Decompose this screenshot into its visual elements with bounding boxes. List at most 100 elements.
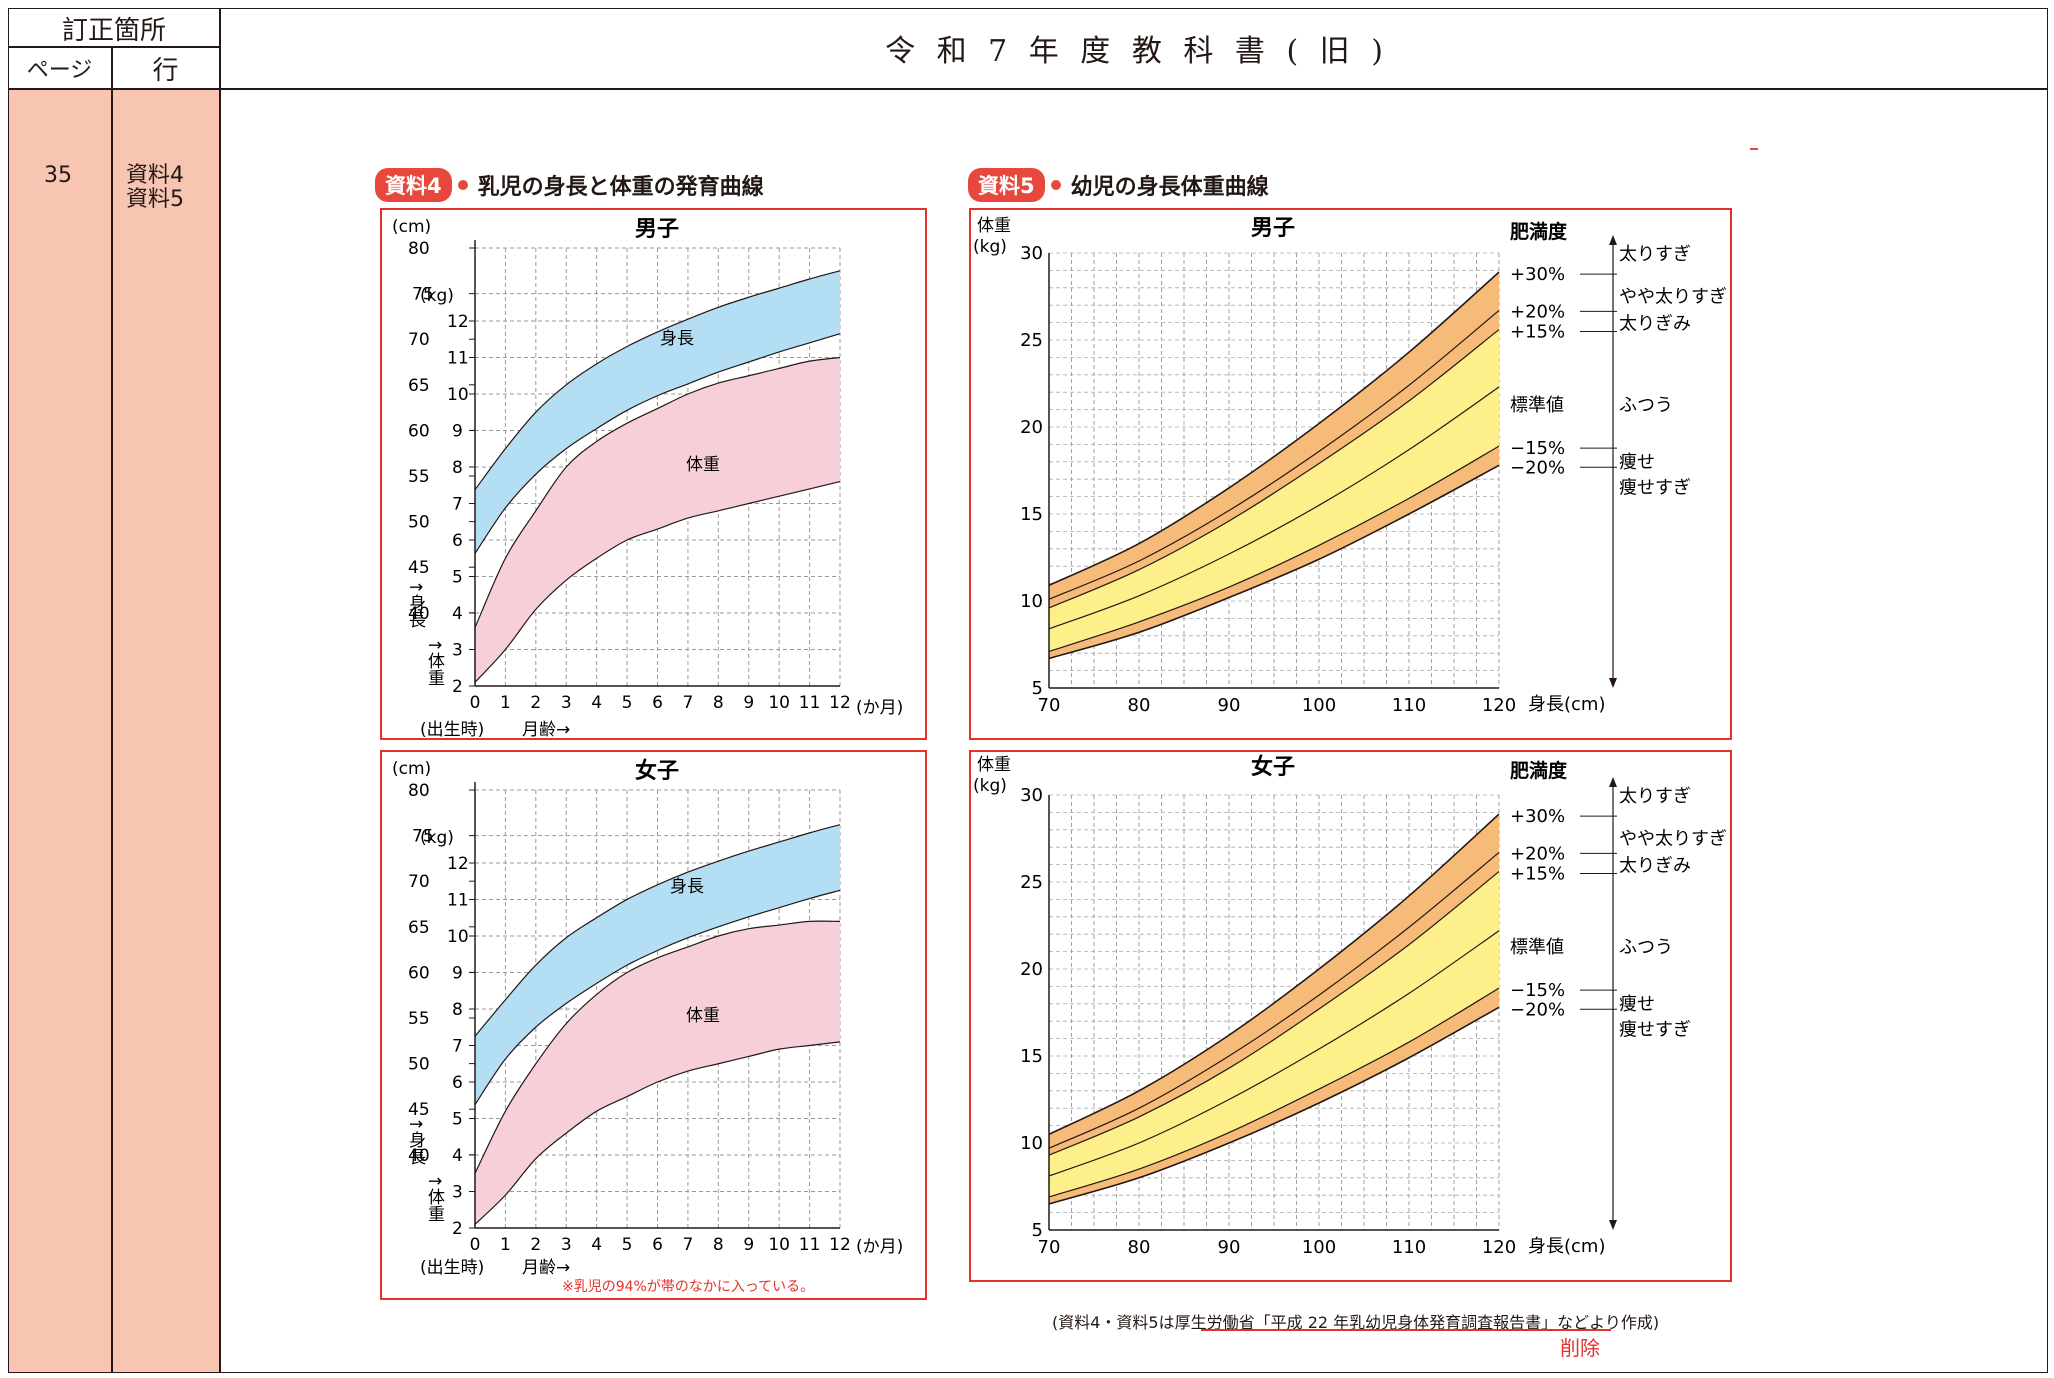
x-unit: (か月) xyxy=(856,698,903,718)
x-axis-label: 身長(cm) xyxy=(1528,694,1605,715)
curve-+20% xyxy=(1048,851,1500,1149)
arrow-down-icon xyxy=(1609,678,1617,688)
x-tick: 4 xyxy=(591,693,602,713)
height-band xyxy=(475,824,840,1105)
x-tick: 12 xyxy=(829,693,851,713)
level-label: +15% xyxy=(1510,864,1565,885)
kg-tick: 12 xyxy=(447,854,469,874)
level-label: −20% xyxy=(1510,457,1565,478)
figure4-boy-box xyxy=(380,208,927,740)
obesity-legend: +30% +20%+15% 標準値 −15%−20% 太りすぎやや太りすぎ太りぎみふつう… xyxy=(1510,777,1727,1230)
y-tick: 5 xyxy=(1032,678,1043,699)
kg-tick: 5 xyxy=(452,568,463,588)
kg-tick: 5 xyxy=(452,1110,463,1130)
bands xyxy=(474,270,841,683)
x-tick: 5 xyxy=(622,1235,633,1255)
kg-tick: 4 xyxy=(452,1146,463,1166)
kg-unit: (kg) xyxy=(420,828,454,848)
kg-tick: 9 xyxy=(452,964,463,984)
kg-tick: 8 xyxy=(452,1000,463,1020)
x-tick: 10 xyxy=(768,693,790,713)
page-frame xyxy=(8,8,2048,1373)
weight-lower-line xyxy=(474,1041,841,1225)
strike-underline xyxy=(1201,1329,1611,1331)
x-tick: 3 xyxy=(561,1235,572,1255)
cm-tick: 65 xyxy=(408,376,430,396)
arrow-down-icon xyxy=(1609,1220,1617,1230)
x-axis-label: 身長(cm) xyxy=(1528,1236,1605,1257)
x-tick: 8 xyxy=(713,693,724,713)
band-normal xyxy=(1049,871,1499,1197)
x-tick: 8 xyxy=(713,1235,724,1255)
weight-lower-line xyxy=(474,481,841,683)
bands xyxy=(1048,813,1500,1205)
level-label: +30% xyxy=(1510,264,1565,285)
y-tick: 25 xyxy=(1020,872,1043,893)
cm-tick: 60 xyxy=(408,963,430,983)
kg-tick: 3 xyxy=(452,1183,463,1203)
x-tick: 9 xyxy=(743,693,754,713)
axes xyxy=(474,782,840,1229)
chart-title: 女子 xyxy=(635,758,679,784)
x-tick: 4 xyxy=(591,1235,602,1255)
level-label: 標準値 xyxy=(1510,937,1564,958)
level-label: −15% xyxy=(1510,980,1565,1001)
bands xyxy=(1048,271,1500,660)
figure5-boy-box xyxy=(969,208,1732,740)
axes xyxy=(1048,795,1499,1231)
curve-標準値 xyxy=(1048,386,1500,630)
kg-tick: 4 xyxy=(452,604,463,624)
kg-unit: (kg) xyxy=(420,286,454,306)
category-label: 太りぎみ xyxy=(1619,856,1691,877)
kg-tick: 10 xyxy=(447,385,469,405)
x-tick: 80 xyxy=(1128,1237,1151,1258)
x-tick: 11 xyxy=(799,1235,821,1255)
x-tick: 110 xyxy=(1392,1237,1426,1258)
cm-tick: 70 xyxy=(408,330,430,350)
cm-tick: 45 xyxy=(408,558,430,578)
weight-axis-label: ↑体重 xyxy=(424,638,445,686)
cm-unit: (cm) xyxy=(392,217,431,237)
kg-tick: 7 xyxy=(452,495,463,515)
cm-unit: (cm) xyxy=(392,759,431,779)
band-overweight xyxy=(1049,272,1499,608)
chart-title: 女子 xyxy=(1251,754,1295,780)
level-label: 標準値 xyxy=(1510,395,1564,416)
band-overweight xyxy=(1049,814,1499,1156)
category-label: ふつう xyxy=(1619,395,1673,416)
x-birth: (出生時) xyxy=(420,1258,484,1278)
cm-tick: 40 xyxy=(408,604,430,624)
cm-tick: 55 xyxy=(408,467,430,487)
x-tick: 110 xyxy=(1392,695,1426,716)
y-tick: 5 xyxy=(1032,1220,1043,1241)
figure5-tag: 資料5 幼児の身長体重曲線 xyxy=(968,168,1269,202)
y-label-unit: (kg) xyxy=(973,237,1007,257)
height-band xyxy=(475,270,840,554)
kg-tick: 7 xyxy=(452,1037,463,1057)
cm-tick: 50 xyxy=(408,1055,430,1075)
y-label-weight: 体重 xyxy=(977,216,1011,236)
figure4-caption: 乳児の身長と体重の発育曲線 xyxy=(477,175,764,200)
height-band-label: 身長 xyxy=(660,329,694,349)
x-tick: 120 xyxy=(1482,1237,1516,1258)
cm-tick: 65 xyxy=(408,918,430,938)
band-normal xyxy=(1049,329,1499,652)
category-label: 太りすぎ xyxy=(1619,244,1691,265)
figure5-badge: 資料5 xyxy=(968,168,1045,202)
cm-tick: 50 xyxy=(408,513,430,533)
figure5-bullet xyxy=(1050,180,1061,190)
cm-tick: 80 xyxy=(408,239,430,259)
figure4-badge: 資料4 xyxy=(375,168,452,202)
y-tick: 10 xyxy=(1020,1133,1043,1154)
category-label: 太りすぎ xyxy=(1619,786,1691,807)
cm-tick: 80 xyxy=(408,781,430,801)
category-label: 痩せ xyxy=(1619,994,1655,1015)
height-axis-label: ↑身長 xyxy=(405,580,426,628)
level-label: −20% xyxy=(1510,999,1565,1020)
y-tick: 10 xyxy=(1020,591,1043,612)
figure5-girl-chart: 30 25 20 15 10 570 80 90 100 110 120 +30% +20%+15% 標… xyxy=(973,754,1727,1258)
weight-band-label: 体重 xyxy=(686,1006,720,1026)
